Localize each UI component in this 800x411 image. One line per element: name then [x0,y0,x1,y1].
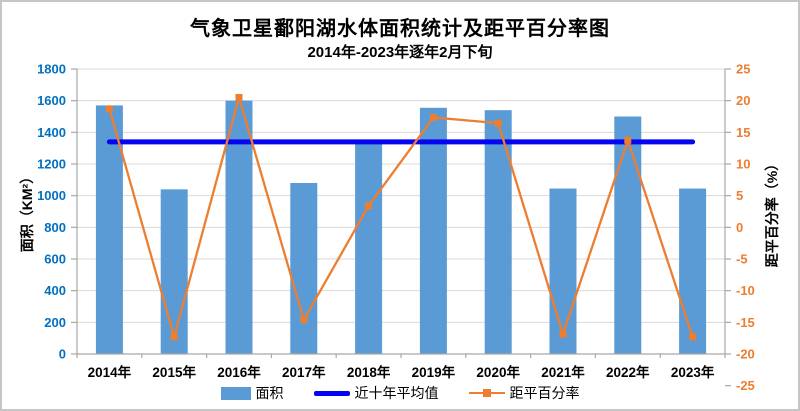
x-category-label: 2016年 [217,364,261,380]
anomaly-marker [235,94,243,101]
right-tick-label: 20 [736,93,750,108]
chart-subtitle: 2014年-2023年逐年2月下旬 [307,44,493,61]
bar [160,189,188,354]
anomaly-line-swatch-icon [468,388,505,398]
anomaly-line [108,93,694,342]
bar [614,116,642,354]
bar [290,183,318,354]
anomaly-marker [689,333,697,341]
x-category-label: 2021年 [541,364,585,380]
left-tick-label: 200 [44,315,66,330]
legend-item-average: 近十年平均值 [313,383,439,403]
left-tick-label: 400 [44,283,66,298]
x-category-label: 2020年 [476,364,520,380]
legend-label-anomaly: 距平百分率 [509,385,580,401]
left-tick-label: 1400 [37,125,66,140]
x-category-label: 2014年 [88,364,132,380]
x-category-label: 2018年 [347,364,391,380]
right-tick-label: -15 [736,315,755,330]
bar [549,188,577,354]
right-tick-label: -25 [736,378,755,393]
right-tick-label: -5 [736,251,748,266]
bar [679,188,707,354]
legend-label-area: 面积 [255,385,284,401]
anomaly-marker [300,316,308,324]
bar [225,100,253,355]
left-tick-label: 1200 [37,156,66,171]
bar [419,107,447,355]
x-category-label: 2015年 [152,364,196,380]
left-tick-label: 800 [44,220,66,235]
anomaly-marker [170,333,178,341]
area-swatch-icon [220,386,251,400]
bar [95,105,123,355]
left-tick-label: 1000 [37,188,66,203]
legend: 面积 近十年平均值 距平百分率 [2,383,798,403]
right-tick-label: -10 [736,283,755,298]
x-category-label: 2017年 [282,364,326,380]
legend-item-anomaly: 距平百分率 [468,383,580,403]
right-tick-label: 0 [736,220,743,235]
anomaly-marker [429,113,437,121]
average-line-swatch-icon [313,390,350,396]
bar [484,110,512,355]
chart-title: 气象卫星鄱阳湖水体面积统计及距平百分率图 [190,18,610,40]
left-tick-label: 1800 [37,61,66,76]
left-axis-title: 面积（KM²） [19,169,35,253]
right-axis-title: 距平百分率（%） [764,156,780,268]
right-tick-label: 10 [736,156,750,171]
right-tick-label: 25 [736,61,750,76]
left-tick-label: 600 [44,251,66,266]
anomaly-marker [365,202,373,210]
anomaly-marker [624,136,632,144]
legend-item-area: 面积 [220,383,284,403]
left-tick-label: 0 [59,346,66,361]
left-tick-label: 1600 [37,93,66,108]
anomaly-marker [494,119,502,127]
anomaly-marker [559,330,567,338]
right-tick-label: -20 [736,346,755,361]
right-tick-label: 5 [736,188,743,203]
bar [355,140,383,354]
anomaly-marker [105,105,113,113]
x-category-label: 2019年 [412,364,456,380]
right-tick-label: 15 [736,125,750,140]
x-category-label: 2023年 [671,364,715,380]
legend-label-average: 近十年平均值 [354,385,439,401]
x-category-label: 2022年 [606,364,650,380]
